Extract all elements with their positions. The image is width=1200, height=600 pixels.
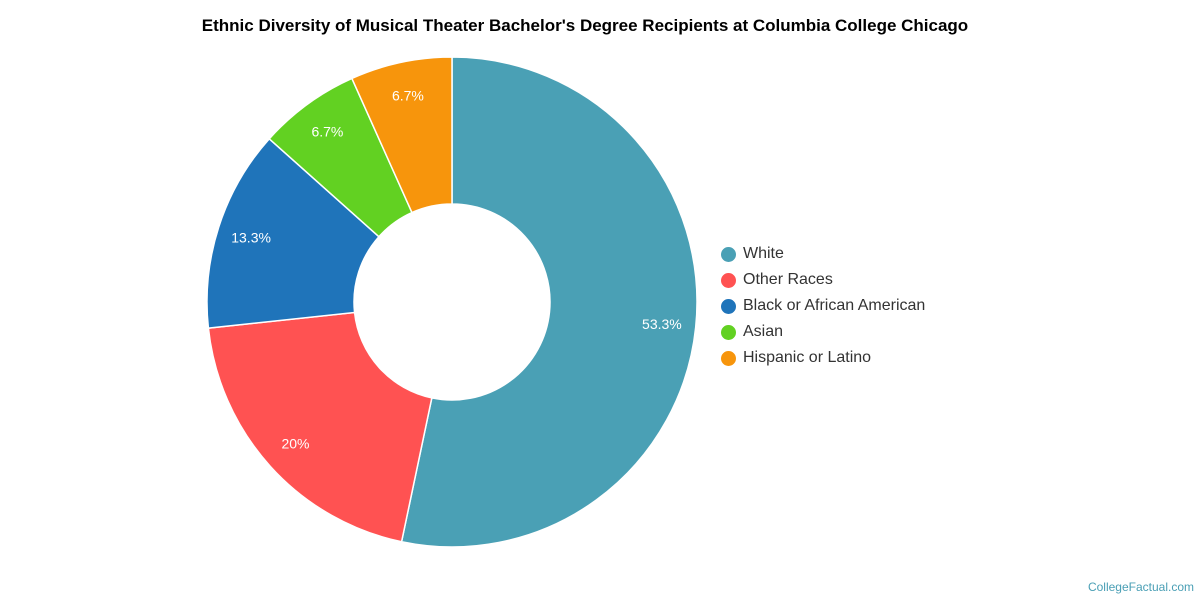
legend-item[interactable]: Black or African American: [721, 293, 925, 319]
legend-label: Hispanic or Latino: [743, 349, 872, 366]
data-label: 53.3%: [642, 316, 682, 332]
chart-legend: White Other Races Black or African America…: [721, 241, 925, 371]
slice-black-or-african-american[interactable]: [206, 137, 380, 329]
legend-swatch: [721, 324, 736, 340]
legend-item[interactable]: Asian: [721, 319, 925, 345]
data-label: 6.7%: [392, 88, 424, 104]
legend-swatch: [721, 350, 736, 366]
legend-item[interactable]: White: [721, 241, 925, 267]
legend-swatch: [721, 298, 736, 314]
legend-label: White: [743, 245, 784, 262]
legend-label: Asian: [743, 323, 784, 340]
legend-item[interactable]: Hispanic or Latino: [721, 345, 925, 371]
data-label: 20%: [281, 436, 309, 452]
legend-label: Black or African American: [743, 297, 926, 314]
watermark[interactable]: CollegeFactual.com: [1087, 580, 1194, 594]
legend-label: Other Races: [743, 271, 833, 288]
legend-swatch: [721, 272, 736, 288]
legend-item[interactable]: Other Races: [721, 267, 925, 293]
slice-hispanic-or-latino[interactable]: [350, 56, 453, 214]
data-label: 6.7%: [311, 124, 343, 140]
data-label: 13.3%: [231, 229, 271, 245]
chart-title: Ethnic Diversity of Musical Theater Bach…: [201, 16, 969, 35]
slice-white[interactable]: [400, 56, 698, 548]
slice-other-races[interactable]: [207, 311, 433, 543]
legend-swatch: [721, 246, 736, 262]
